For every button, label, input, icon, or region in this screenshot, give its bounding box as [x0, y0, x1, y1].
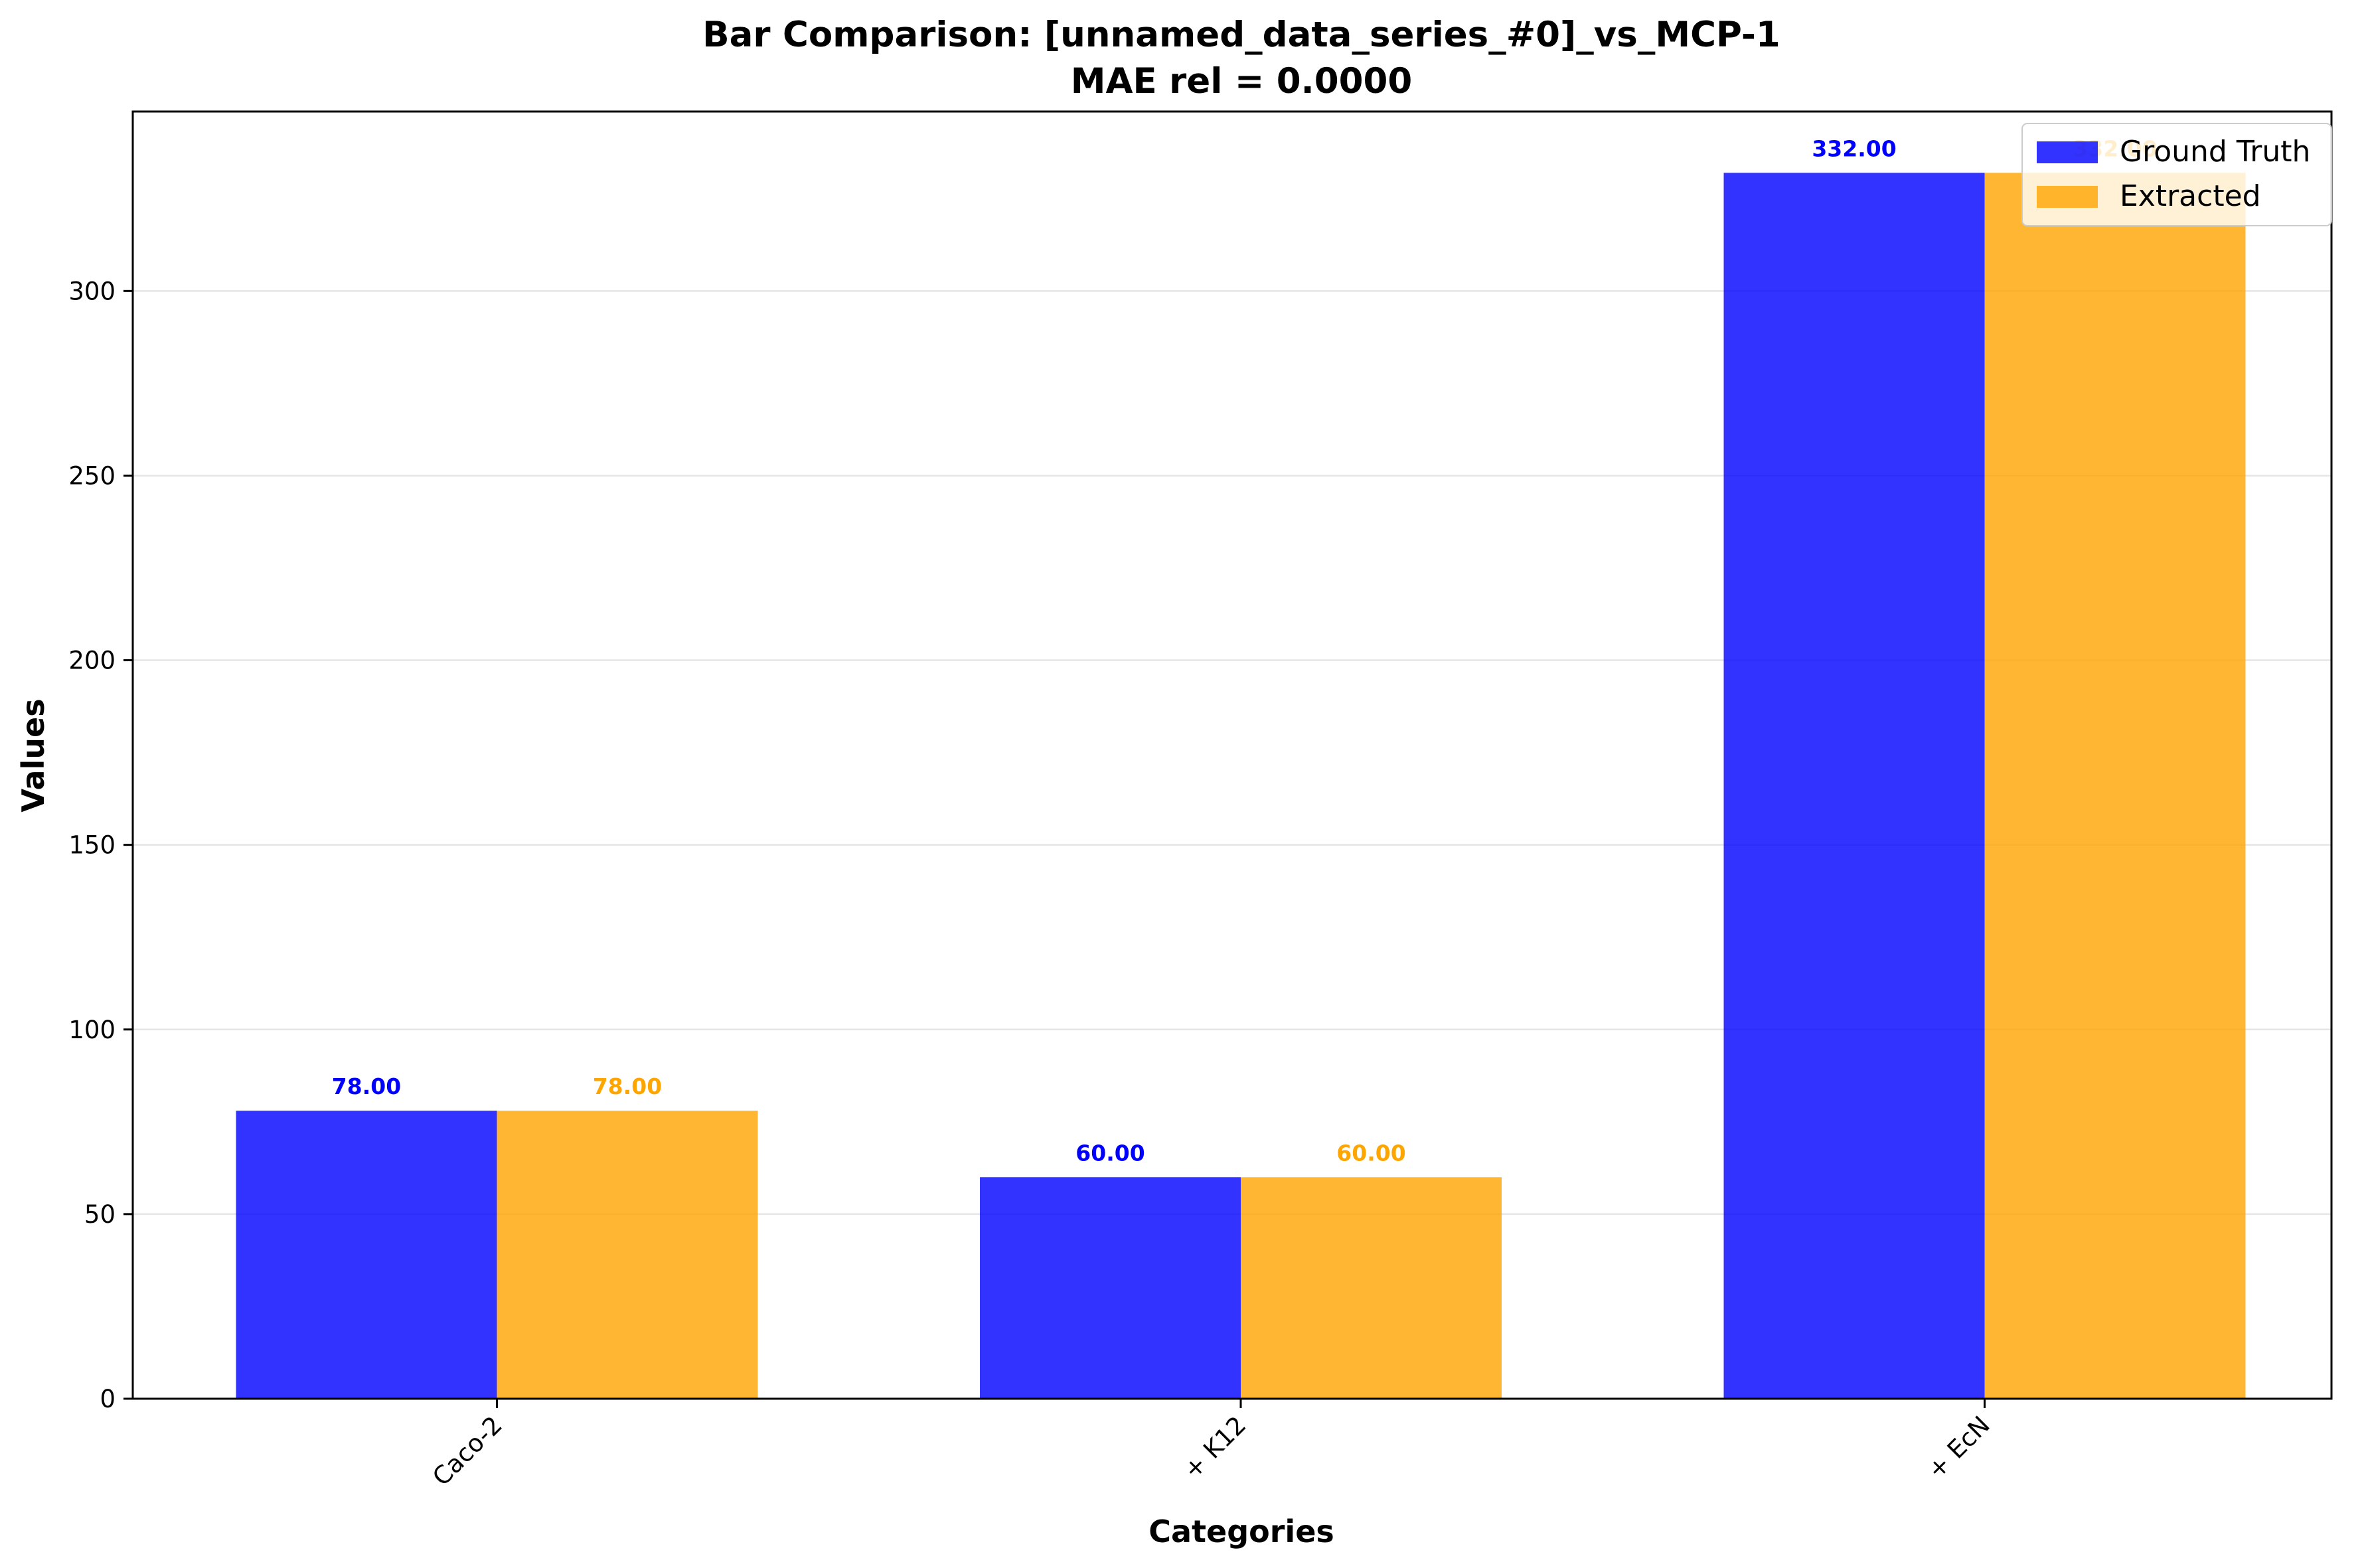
x-tick-label: Caco-2 — [427, 1411, 508, 1492]
legend-box — [2021, 123, 2332, 226]
bars — [236, 173, 2246, 1399]
value-label-ground-truth: 78.00 — [332, 1073, 401, 1099]
legend: Ground Truth Extracted — [2021, 123, 2332, 226]
legend-label-ground-truth: Ground Truth — [2120, 135, 2310, 169]
bar-ground-truth — [1723, 173, 1985, 1399]
chart-subtitle: MAE rel = 0.0000 — [1071, 61, 1413, 102]
y-tick-label: 200 — [68, 647, 116, 675]
value-label-ground-truth: 60.00 — [1075, 1140, 1144, 1166]
value-label-extracted: 60.00 — [1336, 1140, 1405, 1166]
x-tick-label: + EcN — [1922, 1411, 1996, 1484]
y-axis-ticks: 0 50 100 150 200 250 300 — [68, 277, 133, 1413]
bar-ground-truth — [980, 1177, 1241, 1399]
bar-ground-truth — [236, 1111, 497, 1399]
y-tick-label: 300 — [68, 277, 116, 305]
value-label-ground-truth: 332.00 — [1812, 135, 1896, 161]
value-label-extracted: 78.00 — [593, 1073, 662, 1099]
x-axis-label: Categories — [1148, 1514, 1334, 1549]
x-tick-label: + K12 — [1178, 1411, 1251, 1484]
legend-label-extracted: Extracted — [2120, 179, 2261, 213]
bar-extracted — [1241, 1177, 1502, 1399]
y-tick-label: 150 — [68, 831, 116, 860]
chart-title: Bar Comparison: [unnamed_data_series_#0]… — [702, 15, 1780, 55]
bar-extracted — [497, 1111, 758, 1399]
y-tick-label: 250 — [68, 461, 116, 490]
y-axis-label: Values — [15, 698, 51, 812]
legend-swatch-ground-truth — [2037, 141, 2098, 163]
y-tick-label: 0 — [100, 1385, 116, 1413]
bar-extracted — [1984, 173, 2246, 1399]
y-tick-label: 100 — [68, 1016, 116, 1044]
x-axis-ticks: Caco-2 + K12 + EcN — [427, 1399, 1996, 1492]
y-tick-label: 50 — [84, 1200, 116, 1229]
plot-area-frame — [131, 110, 2333, 1400]
legend-swatch-extracted — [2037, 186, 2098, 208]
